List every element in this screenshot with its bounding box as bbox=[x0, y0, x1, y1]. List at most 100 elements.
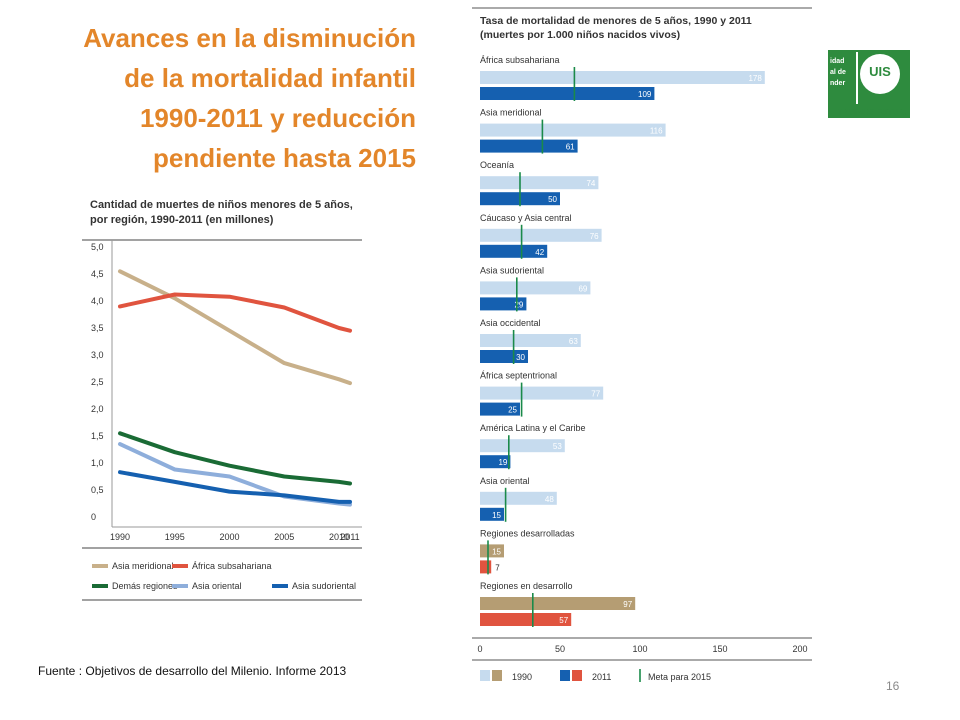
bar-category-label: Asia occidental bbox=[480, 318, 541, 328]
bar-value-label-1990: 76 bbox=[590, 232, 599, 241]
bar-category-label: Asia oriental bbox=[480, 476, 530, 486]
bar-category-label: África subsahariana bbox=[480, 55, 560, 65]
bar-1990 bbox=[480, 491, 557, 505]
line-chart-y-tick-label: 2,5 bbox=[91, 377, 104, 387]
bar-2011 bbox=[480, 297, 527, 311]
bar-value-label-1990: 69 bbox=[578, 284, 587, 293]
line-chart-y-tick-label: 1,5 bbox=[91, 431, 104, 441]
bar-2011 bbox=[480, 139, 578, 153]
bar-2011 bbox=[480, 613, 572, 626]
legend-label-2011: 2011 bbox=[592, 672, 611, 682]
line-chart-y-tick-label: 1,0 bbox=[91, 458, 104, 468]
bar-2011 bbox=[480, 87, 655, 100]
bar-2011 bbox=[480, 244, 548, 258]
series-line-asia-meridional bbox=[118, 269, 352, 386]
logo-text-line: idad bbox=[830, 58, 845, 65]
line-chart-x-tick-label: 2000 bbox=[220, 532, 240, 542]
bar-2011 bbox=[480, 402, 520, 416]
page-number: 16 bbox=[886, 679, 900, 693]
bar-category-label: Oceanía bbox=[480, 160, 514, 170]
bar-value-label-1990: 53 bbox=[553, 442, 562, 451]
slide-title-line: 1990-2011 y reducción bbox=[139, 103, 416, 133]
bar-category-label: Asia meridional bbox=[480, 108, 542, 118]
legend-swatch-1990-group bbox=[492, 670, 502, 681]
bar-value-label-2011: 57 bbox=[559, 616, 568, 625]
bar-value-label-1990: 15 bbox=[492, 547, 501, 556]
source-note: Fuente : Objetivos de desarrollo del Mil… bbox=[38, 664, 347, 678]
line-chart-title: Cantidad de muertes de niños menores de … bbox=[90, 199, 353, 211]
legend-swatch-1990 bbox=[480, 670, 490, 681]
bar-chart-title: (muertes por 1.000 niños nacidos vivos) bbox=[480, 29, 680, 41]
line-chart: Cantidad de muertes de niños menores de … bbox=[82, 199, 362, 601]
bar-category-label: América Latina y el Caribe bbox=[480, 423, 586, 433]
logo-text-line: nder bbox=[830, 80, 846, 87]
bar-value-label-2011: 25 bbox=[508, 406, 517, 415]
bar-value-label-2011: 42 bbox=[535, 248, 544, 257]
line-chart-x-tick-label: 1990 bbox=[110, 532, 130, 542]
bar-chart-x-tick-label: 150 bbox=[712, 644, 727, 654]
line-chart-title: por región, 1990-2011 (en millones) bbox=[90, 214, 274, 226]
legend-label-asia-meridional: Asia meridional bbox=[112, 561, 174, 571]
logo-slogan: TRUIMOS FUTURO bbox=[837, 108, 910, 117]
bar-1990 bbox=[480, 439, 565, 453]
slide-title-line: de la mortalidad infantil bbox=[124, 63, 416, 93]
legend-label-demas-regiones: Demás regiones bbox=[112, 581, 178, 591]
bar-value-label-2011: 30 bbox=[516, 353, 525, 362]
slide-title-line: Avances en la disminución bbox=[83, 23, 416, 53]
line-chart-y-tick-label: 5,0 bbox=[91, 242, 104, 252]
line-chart-y-tick-label: 0 bbox=[91, 512, 96, 522]
bar-value-label-1990: 97 bbox=[623, 600, 632, 609]
line-chart-x-tick-label: 2005 bbox=[274, 532, 294, 542]
bar-chart: Tasa de mortalidad de menores de 5 años,… bbox=[472, 7, 812, 682]
line-chart-x-tick-label: 1995 bbox=[165, 532, 185, 542]
bar-chart-title: Tasa de mortalidad de menores de 5 años,… bbox=[480, 15, 752, 27]
bar-1990 bbox=[480, 597, 636, 610]
legend-swatch-2011 bbox=[560, 670, 570, 681]
line-chart-y-tick-label: 4,0 bbox=[91, 296, 104, 306]
bar-chart-x-tick-label: 100 bbox=[632, 644, 647, 654]
bar-2011 bbox=[480, 507, 504, 521]
bar-category-label: Asia sudoriental bbox=[480, 265, 544, 275]
bar-value-label-2011: 61 bbox=[566, 143, 575, 152]
line-chart-y-tick-label: 2,0 bbox=[91, 404, 104, 414]
bar-1990 bbox=[480, 386, 604, 400]
bar-1990 bbox=[480, 71, 765, 84]
bar-1990 bbox=[480, 228, 602, 242]
logo-text-line: al de bbox=[830, 69, 846, 76]
legend-label-1990: 1990 bbox=[512, 672, 532, 682]
logo-mark: UIS bbox=[869, 64, 891, 79]
slide-title-line: pendiente hasta 2015 bbox=[153, 143, 416, 173]
bar-value-label-2011: 7 bbox=[495, 563, 500, 572]
slide-title: Avances en la disminución de la mortalid… bbox=[0, 18, 416, 178]
legend-swatch-2011-group bbox=[572, 670, 582, 681]
series-line-africa-subsahariana bbox=[118, 292, 352, 333]
line-chart-x-tick-label: 2010 bbox=[329, 532, 349, 542]
bar-1990 bbox=[480, 544, 504, 558]
line-chart-y-tick-label: 3,5 bbox=[91, 323, 104, 333]
bar-2011 bbox=[480, 560, 492, 574]
bar-value-label-2011: 15 bbox=[492, 511, 501, 520]
bar-1990 bbox=[480, 281, 591, 295]
bar-value-label-2011: 29 bbox=[514, 300, 523, 309]
line-chart-x-tick-label: 2011 bbox=[340, 532, 359, 542]
bar-chart-x-tick-label: 200 bbox=[792, 644, 807, 654]
series-line-demas-regiones bbox=[118, 431, 352, 486]
bar-value-label-2011: 19 bbox=[498, 458, 507, 467]
legend-label-target: Meta para 2015 bbox=[648, 672, 711, 682]
bar-1990 bbox=[480, 123, 666, 137]
bar-value-label-1990: 77 bbox=[591, 390, 600, 399]
line-chart-y-tick-label: 4,5 bbox=[91, 269, 104, 279]
bar-value-label-2011: 50 bbox=[548, 195, 557, 204]
logo-divider bbox=[856, 52, 858, 104]
bar-chart-x-tick-label: 0 bbox=[477, 644, 482, 654]
bar-value-label-1990: 116 bbox=[650, 127, 663, 136]
bar-value-label-2011: 109 bbox=[638, 90, 652, 99]
line-chart-y-tick-label: 0,5 bbox=[91, 485, 104, 495]
series-line-asia-sudoriental bbox=[118, 470, 352, 504]
legend-label-asia-oriental: Asia oriental bbox=[192, 581, 242, 591]
logo-text: idad al de nder bbox=[830, 56, 854, 89]
logo-emblem bbox=[860, 54, 900, 94]
bar-value-label-1990: 178 bbox=[748, 74, 762, 83]
bar-category-label: Regiones desarrolladas bbox=[480, 528, 575, 538]
legend-label-asia-sudoriental: Asia sudoriental bbox=[292, 581, 356, 591]
